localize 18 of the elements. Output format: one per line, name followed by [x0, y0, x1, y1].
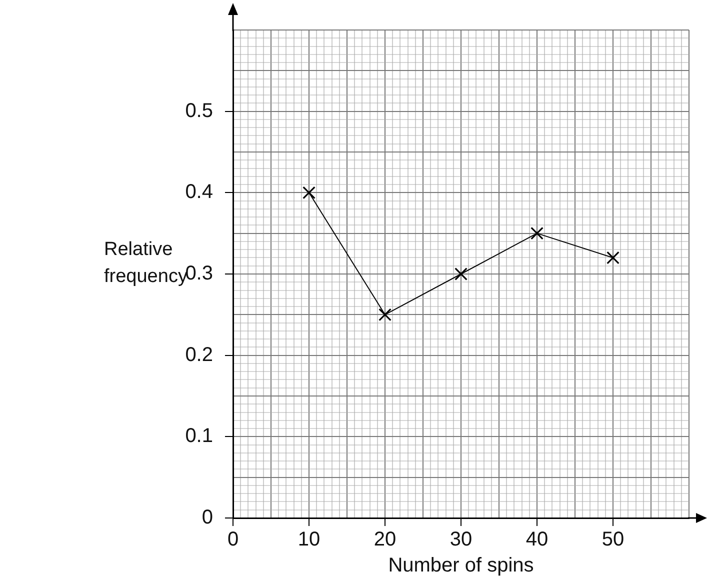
- y-tick-label: 0.4: [185, 181, 213, 204]
- x-tick-label: 10: [298, 528, 320, 551]
- x-tick-label: 20: [374, 528, 396, 551]
- x-axis-title: Number of spins: [388, 554, 534, 577]
- point: [530, 226, 544, 240]
- y-tick-label: 0.3: [185, 262, 213, 285]
- x-tick-label: 30: [450, 528, 472, 551]
- y-tick-label: 0.5: [185, 100, 213, 122]
- y-tick-label: 0.2: [185, 344, 213, 366]
- x-tick-label: 40: [526, 528, 548, 551]
- point: [302, 186, 316, 200]
- x-tick-label: 50: [602, 528, 624, 551]
- y-tick-label: 0.1: [185, 425, 213, 448]
- y-tick-label: 0: [202, 506, 213, 529]
- point: [378, 308, 392, 322]
- point: [606, 251, 620, 264]
- x-tick-label: 0: [227, 528, 239, 551]
- point: [454, 268, 468, 280]
